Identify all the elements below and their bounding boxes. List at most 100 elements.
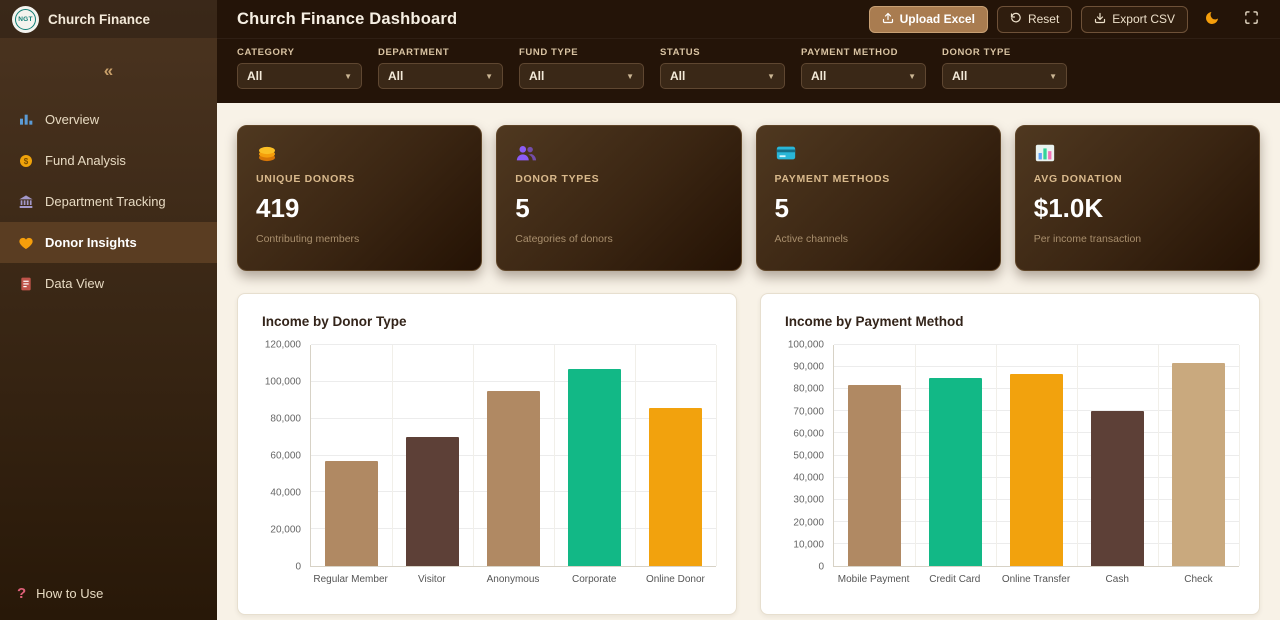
gridline [311,344,716,345]
sidebar-item-label: Data View [45,276,105,291]
stat-caption: Per income transaction [1033,233,1142,245]
plot-area [833,344,1240,567]
bar-mobile-payment[interactable] [847,384,902,566]
coins-icon [256,141,463,165]
y-tick-label: 100,000 [787,339,824,351]
topbar: Church Finance Dashboard Upload Excel Re… [217,0,1280,38]
category-select[interactable]: All ▼ [237,63,362,89]
bar-check[interactable] [1171,362,1226,566]
stat-label: PAYMENT METHODS [774,173,891,185]
stats-chart-icon [1034,141,1241,165]
sidebar-item-overview[interactable]: Overview [0,99,217,140]
sidebar-item-label: Department Tracking [45,194,166,209]
stat-caption: Categories of donors [515,233,613,245]
gridline-vertical [635,345,636,566]
filter-label: FUND TYPE [519,47,579,58]
dark-mode-toggle[interactable] [1197,6,1227,33]
filter-category: CATEGORY All ▼ [237,47,362,89]
y-tick-label: 90,000 [793,361,824,373]
brand-name: Church Finance [48,11,151,27]
donor-type-select[interactable]: All ▼ [942,63,1067,89]
gridline-vertical [1239,345,1240,566]
stat-card-unique-donors: UNIQUE DONORS 419 Contributing members [237,125,483,271]
y-tick-label: 40,000 [793,472,824,484]
sidebar-item-fund-analysis[interactable]: $ Fund Analysis [0,140,217,181]
bar-visitor[interactable] [405,437,460,566]
svg-text:$: $ [23,157,28,166]
fullscreen-icon [1244,10,1259,28]
payment-method-select[interactable]: All ▼ [801,63,926,89]
bar-online-transfer[interactable] [1009,373,1064,566]
sidebar-item-label: Overview [45,112,100,127]
chevron-down-icon: ▼ [767,71,775,81]
bar-series [311,345,716,566]
fullscreen-button[interactable] [1236,6,1266,33]
bank-icon [17,193,34,210]
department-select[interactable]: All ▼ [378,63,503,89]
y-tick-label: 100,000 [264,376,301,388]
y-tick-label: 10,000 [793,539,824,551]
content: UNIQUE DONORS 419 Contributing members D… [217,103,1280,620]
x-tick-label: Visitor [418,574,446,585]
chevron-down-icon: ▼ [344,71,352,81]
heart-icon [17,234,34,251]
bar-regular-member[interactable] [324,461,379,566]
brand: NGT Church Finance [0,0,217,38]
y-tick-label: 30,000 [793,494,824,506]
gridline-vertical [473,345,474,566]
bar-slot [915,345,996,566]
stat-card-payment-methods: PAYMENT METHODS 5 Active channels [755,125,1001,271]
filter-label: DONOR TYPE [942,47,1011,58]
bar-chart-icon [17,111,34,128]
bar-cash[interactable] [1090,411,1145,566]
bar-series [834,345,1239,566]
selected-value: All [670,69,686,83]
chart-title: Income by Payment Method [785,314,964,329]
reset-icon [1010,12,1022,27]
filter-label: DEPARTMENT [378,47,450,58]
logo-text: NGT [15,8,36,30]
y-tick-label: 50,000 [793,450,824,462]
y-axis: 0 10,000 20,000 30,000 40,000 50,000 60,000 70,… [775,340,833,573]
bar-online-donor[interactable] [648,407,703,566]
chevron-down-icon: ▼ [485,71,493,81]
y-tick-label: 60,000 [793,428,824,440]
export-csv-button[interactable]: Export CSV [1081,5,1188,33]
sidebar-item-department-tracking[interactable]: Department Tracking [0,181,217,222]
status-select[interactable]: All ▼ [660,63,785,89]
reset-button[interactable]: Reset [996,5,1073,33]
gridline [311,380,716,382]
sidebar-item-data-view[interactable]: Data View [0,263,217,304]
filter-donor-type: DONOR TYPE All ▼ [942,47,1067,89]
x-tick-label: Corporate [571,574,617,585]
how-to-use-label: How to Use [36,585,104,601]
fund-type-select[interactable]: All ▼ [519,63,644,89]
bar-slot [996,345,1077,566]
gridline [834,366,1239,368]
chart-card-donor-type: Income by Donor Type 0 20,000 40,000 60,000… [237,293,737,615]
stat-card-avg-donation: AVG DONATION $1.0K Per income transactio… [1014,125,1260,271]
page-title: Church Finance Dashboard [237,9,458,28]
how-to-use-link[interactable]: ? How to Use [0,566,217,620]
bar-corporate[interactable] [567,368,622,566]
gridline-vertical [1077,345,1078,566]
bar-slot [554,345,635,566]
x-tick-label: Online Transfer [1001,574,1071,585]
bar-slot [635,345,716,566]
sidebar-item-donor-insights[interactable]: Donor Insights [0,222,217,263]
bar-credit-card[interactable] [928,378,983,566]
x-tick-label: Credit Card [929,574,981,585]
chevron-down-icon: ▼ [626,71,634,81]
upload-excel-button[interactable]: Upload Excel [868,5,988,33]
stat-label: DONOR TYPES [515,173,600,185]
y-tick-label: 0 [818,561,824,573]
charts-row: Income by Donor Type 0 20,000 40,000 60,000… [237,293,1260,615]
coin-icon: $ [17,152,34,169]
payment-card-icon [775,141,982,165]
stat-value: 419 [256,193,300,223]
sidebar-collapse-button[interactable]: « [103,61,114,80]
bar-anonymous[interactable] [486,391,541,566]
gridline-vertical [1158,345,1159,566]
gridline-vertical [996,345,997,566]
